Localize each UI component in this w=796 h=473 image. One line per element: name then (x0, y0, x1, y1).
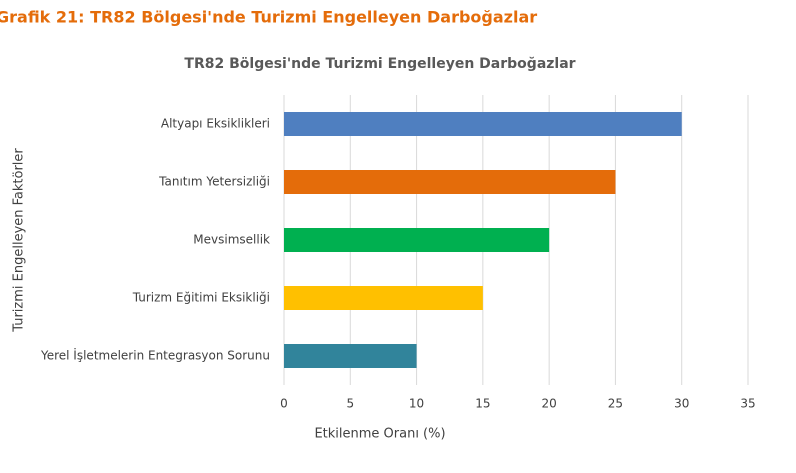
x-tick-label: 35 (740, 397, 755, 411)
bar (284, 344, 417, 368)
x-tick-label: 5 (346, 397, 354, 411)
y-tick-label: Turizm Eğitimi Eksikliği (132, 291, 270, 305)
bar (284, 228, 550, 252)
bar (284, 112, 682, 136)
x-tick-label: 20 (542, 397, 557, 411)
x-axis-label: Etkilenme Oranı (%) (314, 427, 445, 442)
bar (284, 170, 616, 194)
x-tick-label: 30 (674, 397, 689, 411)
x-tick-label: 15 (475, 397, 490, 411)
x-tick-label: 0 (280, 397, 288, 411)
x-tick-label: 25 (608, 397, 623, 411)
caption: Grafik 21: TR82 Bölgesi'nde Turizmi Enge… (0, 8, 537, 27)
y-tick-label: Mevsimsellik (193, 233, 270, 247)
x-tick-label: 10 (409, 397, 424, 411)
y-tick-label: Yerel İşletmelerin Entegrasyon Sorunu (40, 348, 270, 363)
chart-title: TR82 Bölgesi'nde Turizmi Engelleyen Darb… (184, 56, 575, 72)
y-tick-label: Altyapı Eksiklikleri (161, 117, 270, 131)
bar (284, 286, 483, 310)
y-axis-label: Turizmi Engelleyen Faktörler (12, 148, 27, 333)
y-tick-label: Tanıtım Yetersizliği (158, 175, 270, 189)
